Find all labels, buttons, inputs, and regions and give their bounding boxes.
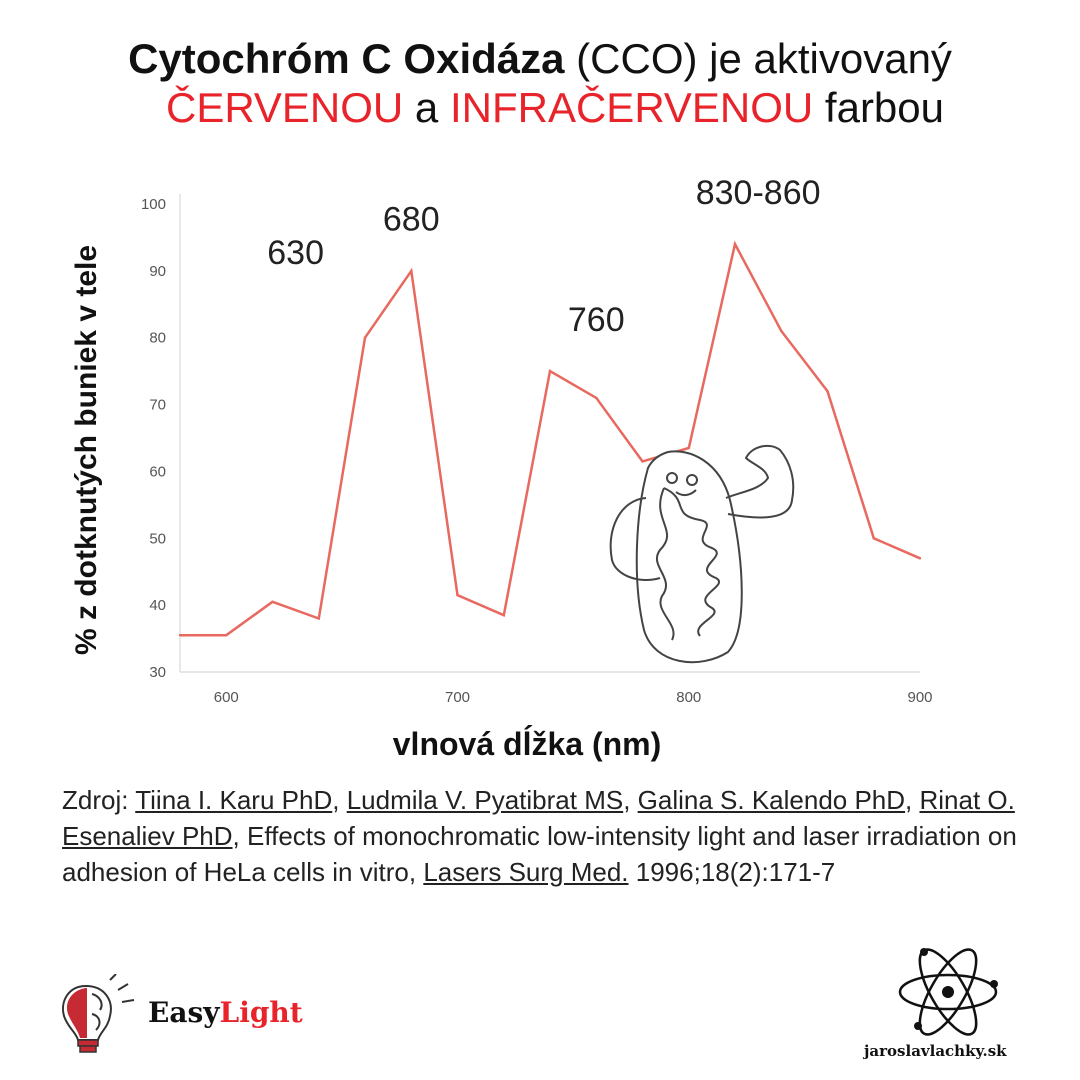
x-axis-label-wrap: vlnová dĺžka (nm)	[0, 726, 1080, 763]
author-link-1[interactable]: Tiina I. Karu PhD	[135, 785, 333, 815]
chart-annotations: 630 680 760 830-860	[267, 174, 820, 339]
title-bold: Cytochróm C Oxidáza	[128, 35, 565, 82]
peak-annotation: 830-860	[696, 174, 821, 212]
brain-lightbulb-icon	[62, 973, 135, 1053]
title-line-1: Cytochróm C Oxidáza (CCO) je aktivovaný	[0, 34, 1080, 84]
y-tick-label: 30	[149, 664, 166, 681]
data-point	[641, 460, 644, 463]
paper-title: , Effects of monochromatic low-intensity…	[62, 821, 1017, 887]
author-link-4[interactable]: Rinat O. Esenaliev PhD	[62, 785, 1015, 851]
data-point	[178, 634, 182, 637]
data-point	[548, 369, 552, 373]
data-point	[225, 634, 228, 637]
brand-easy: Easy	[148, 996, 220, 1029]
title-rest: (CCO) je aktivovaný	[564, 35, 952, 82]
x-axis-label: vlnová dĺžka (nm)	[392, 726, 662, 762]
data-point	[918, 557, 922, 560]
easylight-logo: EasyLight	[56, 973, 336, 1058]
page-title: Cytochróm C Oxidáza (CCO) je aktivovaný …	[0, 34, 1080, 132]
peak-annotation: 760	[568, 301, 625, 339]
site-name: jaroslavlachky.sk	[864, 1042, 1007, 1060]
mitochondrion-cartoon-icon	[609, 444, 795, 664]
data-point	[733, 242, 737, 246]
journal-link[interactable]: Lasers Surg Med.	[423, 857, 629, 887]
x-tick-label: 800	[676, 689, 701, 706]
author-link-2[interactable]: Ludmila V. Pyatibrat MS	[346, 785, 624, 815]
y-tick-label: 40	[149, 597, 166, 614]
x-tick-label: 600	[214, 689, 239, 706]
y-tick-label: 60	[149, 463, 166, 480]
x-tick-label: 900	[907, 689, 932, 706]
x-tick-label: 700	[445, 689, 470, 706]
y-tick-label: 70	[149, 397, 166, 414]
source-prefix: Zdroj:	[62, 785, 136, 815]
data-point	[317, 617, 320, 620]
separator: ,	[905, 785, 920, 815]
y-axis-label: % z dotknutých buniek v tele	[70, 244, 103, 656]
title-line-2: ČERVENOU a INFRAČERVENOU farbou	[30, 84, 1080, 132]
data-point	[687, 446, 690, 450]
data-point	[872, 537, 875, 540]
data-point	[502, 613, 505, 617]
peak-annotation: 630	[267, 234, 324, 272]
atom-icon	[898, 948, 998, 1036]
data-point	[410, 269, 413, 273]
chart-series	[178, 240, 922, 637]
series-line	[180, 240, 921, 637]
author-link-3[interactable]: Galina S. Kalendo PhD	[637, 785, 906, 815]
separator: ,	[623, 785, 638, 815]
brand-light: Light	[219, 996, 303, 1029]
data-point	[826, 390, 829, 393]
data-point	[363, 336, 367, 339]
data-point	[271, 600, 274, 603]
chart-axes: 30 40 50 60 70 80 90 100 600 700 800 900	[141, 194, 933, 706]
subtitle-mid: a	[403, 84, 450, 131]
data-point	[780, 329, 783, 333]
subtitle-infrared-word: INFRAČERVENOU	[449, 84, 814, 131]
separator: ,	[332, 785, 347, 815]
y-tick-label: 90	[149, 263, 166, 280]
y-tick-label: 50	[149, 530, 166, 547]
brand-name: EasyLight	[148, 996, 303, 1029]
subtitle-end: farbou	[813, 84, 945, 131]
citation-details: 1996;18(2):171-7	[628, 857, 836, 887]
source-citation: Zdroj: Tiina I. Karu PhD, Ludmila V. Pya…	[62, 782, 1022, 890]
data-point	[595, 396, 598, 400]
y-tick-label: 80	[149, 330, 166, 347]
subtitle-red-word: ČERVENOU	[165, 84, 404, 131]
data-point	[456, 593, 459, 597]
peak-annotation: 680	[383, 201, 440, 239]
y-tick-label: 100	[141, 196, 166, 213]
